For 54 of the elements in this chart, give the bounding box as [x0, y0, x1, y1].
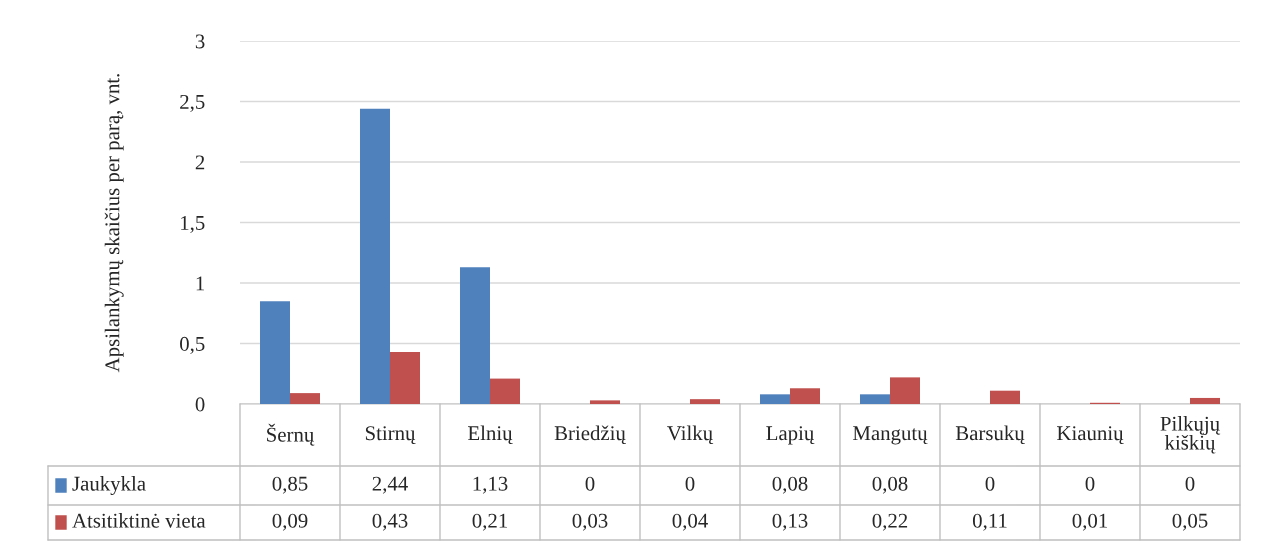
bar — [590, 400, 620, 404]
x-tick-label: Vilkų — [667, 425, 714, 445]
bar — [1190, 397, 1220, 404]
bar — [360, 108, 390, 404]
x-tick-label: Elnių — [468, 425, 513, 445]
y-tick-label: 2,5 — [180, 94, 205, 112]
data-label: 0 — [1185, 476, 1195, 491]
data-label: 0,21 — [472, 513, 507, 531]
data-label: 0 — [685, 476, 695, 491]
x-tick-label: Briedžių — [554, 425, 626, 445]
bar — [260, 301, 290, 404]
y-tick-label: 0,5 — [180, 336, 205, 354]
legend-label: Jaukykla — [72, 476, 146, 495]
x-tick-label: Mangutų — [852, 426, 928, 445]
bar — [790, 388, 820, 404]
x-tick-label: Lapių — [766, 426, 815, 445]
data-label: 0,22 — [872, 513, 908, 531]
data-label: 0,04 — [672, 513, 708, 531]
data-label: 0 — [585, 476, 595, 491]
bar — [390, 351, 420, 404]
bar — [490, 378, 520, 404]
data-label: 0,13 — [772, 513, 808, 531]
data-label: 0,85 — [272, 476, 308, 494]
x-tick-label: Pilkųjų kiškių — [1160, 416, 1221, 454]
data-label: 0,03 — [572, 513, 608, 531]
y-tick-label: 3 — [195, 34, 205, 49]
bar — [760, 394, 790, 404]
bar — [860, 394, 890, 404]
y-tick-label: 1 — [196, 276, 205, 291]
bar — [460, 267, 490, 404]
data-label: 0,43 — [372, 513, 408, 531]
bar — [690, 399, 720, 404]
bar — [290, 393, 320, 404]
data-label: 0 — [985, 476, 995, 491]
data-label: 0,05 — [1172, 513, 1208, 531]
data-label: 0,01 — [1072, 513, 1107, 531]
data-label: 2,44 — [372, 476, 408, 494]
y-axis-title: Apsilankymų skaičius per parą, vnt. — [104, 74, 124, 373]
x-tick-label: Šernų — [267, 423, 315, 446]
bar — [890, 377, 920, 404]
data-label: 0,08 — [772, 476, 808, 494]
legend-label: Atsitiktinė vieta — [72, 513, 206, 528]
y-tick-label: 1,5 — [181, 215, 205, 233]
data-label: 1,13 — [473, 476, 508, 494]
bar — [990, 390, 1020, 404]
data-label: 0,08 — [872, 476, 908, 494]
x-tick-label: Kiaunių — [1057, 426, 1124, 445]
y-tick-label: 2 — [195, 155, 205, 170]
data-label: 0 — [1085, 476, 1095, 491]
data-label: 0,11 — [972, 513, 1007, 531]
x-tick-label: Barsukų — [955, 425, 1025, 445]
data-label: 0,09 — [272, 513, 308, 531]
y-tick-label: 0 — [195, 397, 205, 412]
x-tick-label: Stirnų — [365, 426, 416, 445]
